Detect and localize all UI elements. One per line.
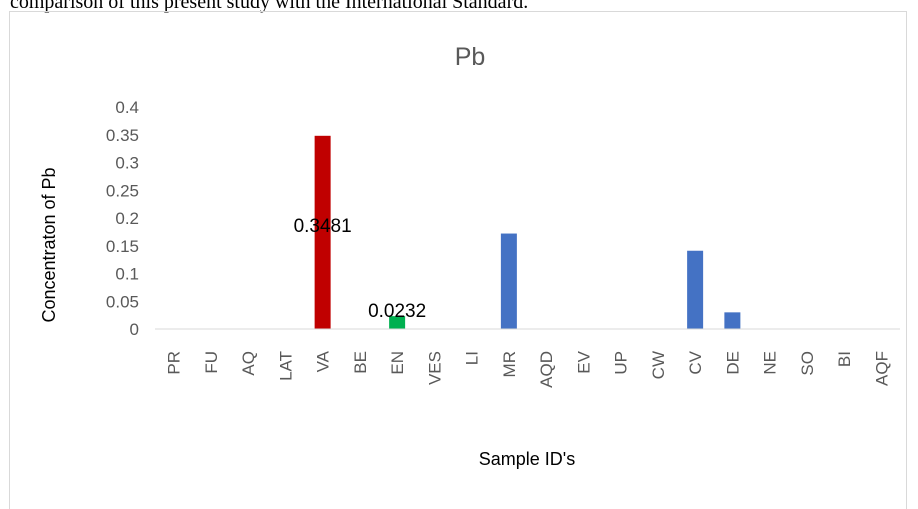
y-tick-label: 0.25 [106,181,139,200]
bar-en [389,316,406,329]
x-tick-label: AQ [239,351,258,376]
y-tick-label: 0.4 [115,98,139,117]
y-tick-label: 0.15 [106,237,139,256]
x-tick-label: EV [574,350,593,373]
chart-frame [9,11,907,509]
x-tick-label: LI [463,351,482,365]
x-tick-label: MR [500,351,519,377]
data-label-va: 0.3481 [294,216,352,237]
x-tick-label: NE [761,351,780,375]
x-tick-label: SO [798,351,817,376]
x-tick-label: FU [202,351,221,374]
y-tick-label: 0.3 [115,154,139,173]
x-tick-label: VA [314,350,333,372]
x-tick-label: LAT [276,351,295,381]
bar-de [724,312,741,329]
bar-mr [500,233,517,329]
y-axis-ticks: 0 0.05 0.1 0.15 0.2 0.25 0.3 0.35 0.4 [106,98,139,339]
x-tick-label: UP [612,351,631,375]
y-tick-label: 0.05 [106,292,139,311]
data-label-en: 0.0232 [368,301,426,322]
y-axis-title: Concentraton of Pb [39,167,59,322]
x-tick-label: VES [425,351,444,385]
x-tick-label: CV [686,350,705,374]
bar-va [314,135,331,329]
x-tick-label: AQD [537,351,556,388]
x-axis-title: Sample ID's [479,449,575,469]
y-tick-label: 0.2 [115,209,139,228]
y-tick-label: 0.1 [115,265,139,284]
x-tick-label: EN [388,351,407,375]
x-tick-label: PR [165,351,184,375]
y-tick-label: 0.35 [106,126,139,145]
page-caption: comparison of this present study with th… [10,0,529,13]
x-tick-label: BI [835,351,854,367]
x-tick-label: AQF [872,351,891,386]
chart-title: Pb [455,43,486,71]
data-labels: 0.3481 0.0232 [294,216,427,322]
x-tick-label: CW [649,351,668,379]
x-axis-ticks: PR FU AQ LAT VA BE EN VES LI MR AQD EV UP CW CV DE NE SO B… [165,350,892,387]
x-tick-label: BE [351,351,370,374]
y-tick-label: 0 [130,320,139,339]
bar-cv [687,250,704,329]
bars [314,135,741,329]
x-tick-label: DE [723,351,742,375]
